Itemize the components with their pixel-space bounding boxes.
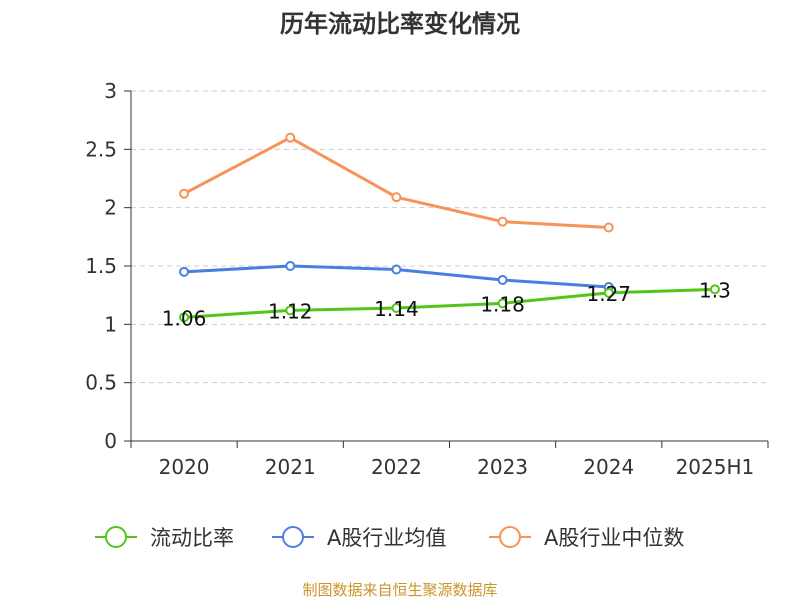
y-tick-label: 1 xyxy=(104,312,117,336)
data-labels: 1.06 1.12 1.14 1.18 1.27 1.3 xyxy=(162,278,731,330)
y-tick-label: 2.5 xyxy=(85,137,117,161)
data-point[interactable] xyxy=(497,298,508,309)
data-point[interactable] xyxy=(497,216,508,227)
data-point[interactable] xyxy=(179,266,190,277)
data-point[interactable] xyxy=(391,264,402,275)
legend: 流动比率 A股行业均值 A股行业中位数 xyxy=(95,526,684,550)
series-3 xyxy=(179,132,614,233)
legend-marker-icon xyxy=(282,526,304,548)
legend-label: A股行业均值 xyxy=(327,526,446,550)
legend-label: 流动比率 xyxy=(150,526,234,550)
data-label: 1.27 xyxy=(586,282,631,306)
data-point[interactable] xyxy=(179,312,190,323)
x-tick-label: 2025H1 xyxy=(676,455,755,479)
y-tick-label: 0.5 xyxy=(85,371,117,395)
data-label: 1.06 xyxy=(162,306,207,330)
chart-title: 历年流动比率变化情况 xyxy=(280,10,520,38)
x-tick-label: 2022 xyxy=(371,455,422,479)
legend-item[interactable]: A股行业中位数 xyxy=(489,526,684,550)
data-point[interactable] xyxy=(179,188,190,199)
data-point[interactable] xyxy=(497,275,508,285)
data-label: 1.14 xyxy=(374,297,419,321)
data-label: 1.12 xyxy=(268,299,313,323)
data-label: 1.3 xyxy=(699,278,731,302)
series-line xyxy=(182,287,717,319)
data-point[interactable] xyxy=(709,284,720,295)
axes: 0 0.5 1 1.5 2 2.5 3 2020 2021 2022 2023 2024 2025H1 xyxy=(85,79,769,479)
x-tick-label: 2023 xyxy=(477,455,528,479)
data-point[interactable] xyxy=(285,261,296,271)
series-layer xyxy=(179,132,720,323)
legend-marker-icon xyxy=(105,526,127,548)
y-tick-label: 0 xyxy=(104,429,117,453)
x-tick-label: 2021 xyxy=(265,455,316,479)
y-tick-label: 3 xyxy=(104,79,117,103)
series-line xyxy=(182,136,611,229)
data-point[interactable] xyxy=(603,287,614,298)
data-point[interactable] xyxy=(603,222,614,233)
series-1 xyxy=(179,284,720,323)
data-point[interactable] xyxy=(285,305,296,316)
data-point[interactable] xyxy=(391,192,402,203)
x-tick-label: 2024 xyxy=(583,455,634,479)
data-point[interactable] xyxy=(391,303,402,313)
data-label: 1.18 xyxy=(480,292,525,316)
y-tick-label: 2 xyxy=(104,196,117,220)
source-note: 制图数据来自恒生聚源数据库 xyxy=(302,581,497,599)
legend-item[interactable]: A股行业均值 xyxy=(272,526,446,550)
legend-marker-icon xyxy=(499,526,521,548)
y-tick-label: 1.5 xyxy=(85,254,117,278)
data-point[interactable] xyxy=(285,132,296,143)
grid xyxy=(131,90,768,384)
legend-label: A股行业中位数 xyxy=(544,526,684,550)
legend-item[interactable]: 流动比率 xyxy=(95,526,234,550)
x-tick-label: 2020 xyxy=(159,455,210,479)
series-2 xyxy=(179,261,614,292)
